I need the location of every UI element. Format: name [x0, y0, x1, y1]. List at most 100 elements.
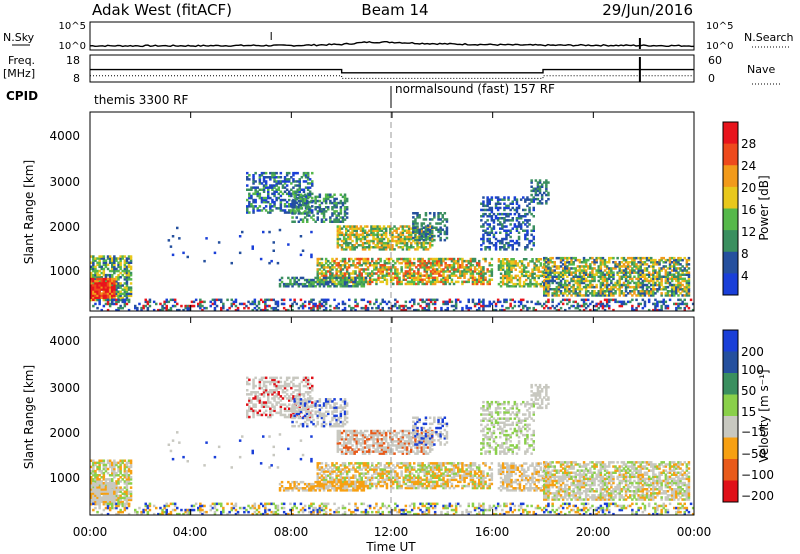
power-cell [685, 294, 689, 297]
power-cell [269, 176, 272, 179]
power-cell [605, 277, 609, 281]
power-cell [308, 282, 311, 286]
power-cell [666, 304, 670, 308]
power-cell [280, 280, 284, 284]
velocity-cell [98, 496, 101, 499]
power-cell [351, 248, 354, 251]
power-cell [683, 294, 686, 297]
power-cell [341, 278, 345, 282]
power-cell [322, 220, 326, 223]
power-cell [298, 184, 301, 187]
power-cell [404, 308, 408, 312]
velocity-cell [119, 459, 122, 462]
power-cell [327, 208, 330, 211]
power-cell [333, 220, 336, 223]
power-cell [161, 306, 164, 310]
power-cell [378, 246, 382, 249]
power-cell [360, 282, 363, 286]
power-cell [298, 190, 301, 193]
power-cell [404, 304, 408, 308]
power-cell [557, 256, 561, 260]
power-cell [215, 298, 219, 302]
power-cell [605, 302, 609, 306]
power-cell [129, 290, 133, 293]
power-cell [392, 264, 395, 267]
velocity-cell [119, 502, 122, 506]
power-cell [267, 188, 270, 191]
power-cell [161, 308, 164, 312]
power-cell [113, 286, 116, 289]
power-cell [482, 274, 485, 277]
power-cell [608, 298, 611, 302]
power-cell [490, 264, 494, 267]
power-cell [654, 277, 657, 281]
power-cell [316, 257, 319, 261]
power-cell [100, 294, 103, 297]
power-cell [360, 268, 363, 271]
power-cell [387, 306, 391, 310]
power-cell [543, 265, 546, 268]
power-cell [410, 264, 414, 267]
power-cell [503, 221, 506, 224]
power-cell [375, 306, 378, 310]
velocity-cell [94, 474, 97, 477]
power-cell [279, 205, 283, 208]
power-cell [413, 298, 416, 302]
power-cell [626, 267, 630, 270]
velocity-cell [117, 465, 120, 469]
power-cell [614, 267, 617, 270]
power-cell [566, 269, 569, 272]
power-cell [612, 261, 615, 264]
power-cell [236, 308, 240, 312]
power-cell [446, 276, 449, 279]
power-cell [117, 294, 120, 298]
power-cell [292, 190, 295, 193]
power-cell [358, 257, 361, 261]
power-cell [463, 266, 466, 269]
power-cell [123, 269, 127, 273]
power-cell [442, 302, 445, 306]
power-cell [564, 279, 567, 283]
power-cell [568, 300, 571, 304]
power-cell [545, 193, 548, 197]
power-cell [539, 262, 543, 265]
power-cell [298, 180, 301, 183]
power-cell [440, 306, 443, 310]
power-cell [622, 294, 626, 297]
power-cell [278, 228, 282, 232]
power-cell [359, 229, 363, 232]
power-cell [620, 285, 624, 289]
power-cell [639, 283, 642, 287]
power-cell [635, 271, 638, 274]
power-cell [348, 264, 351, 267]
power-cell [620, 300, 624, 304]
power-cell [104, 265, 108, 269]
power-cell [260, 182, 264, 185]
power-cell [117, 286, 120, 289]
velocity-cell [104, 488, 108, 491]
power-cell [524, 208, 527, 212]
power-cell [535, 266, 538, 269]
power-cell [616, 300, 619, 304]
power-cell [416, 222, 419, 225]
power-cell [146, 300, 150, 304]
velocity-cell [123, 490, 127, 493]
power-cell [382, 225, 386, 228]
power-cell [252, 182, 255, 185]
power-cell [422, 218, 426, 221]
power-cell [395, 229, 398, 232]
power-cell [506, 268, 509, 271]
power-cell [316, 261, 319, 265]
power-cell [115, 290, 118, 293]
power-cell [252, 174, 255, 177]
power-cell [652, 281, 655, 285]
power-cell [366, 239, 369, 243]
power-cell [382, 244, 386, 247]
power-cell [308, 178, 312, 181]
power-cell [457, 264, 460, 267]
power-cell [272, 249, 275, 252]
power-cell [622, 265, 626, 268]
power-cell [536, 300, 540, 304]
power-cell [507, 215, 510, 218]
power-cell [501, 276, 505, 280]
